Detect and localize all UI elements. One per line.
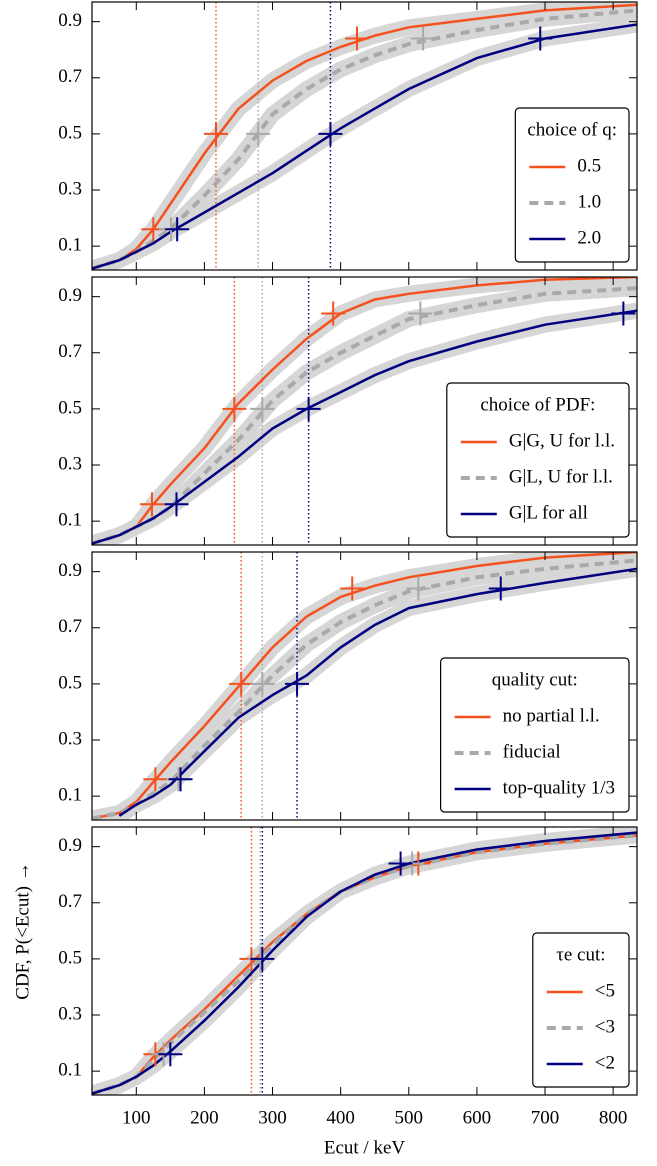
y-tick-label: 0.1 (58, 1060, 82, 1081)
legend-label: G|L, U for l.l. (509, 466, 613, 487)
x-tick-label: 700 (531, 1107, 560, 1128)
axes-frame (91, 1, 638, 271)
y-tick-label: 0.5 (58, 122, 82, 143)
legend-label: fiducial (503, 741, 561, 762)
y-tick-label: 0.7 (58, 891, 82, 912)
y-tick-label: 0.1 (58, 235, 82, 256)
legend-label: 0.5 (577, 155, 601, 176)
legend-label: G|L for all (509, 502, 588, 523)
legend: τe cut: <5 <3 <2 (532, 932, 630, 1088)
y-axis-label: CDF, P(<Ecut) → (12, 862, 33, 999)
legend: choice of q: 0.5 1.0 2.0 (514, 107, 630, 263)
cdf-line (92, 8, 637, 270)
legend-label: G|G, U for l.l. (509, 430, 615, 451)
legend-title: quality cut: (492, 669, 578, 690)
y-tick-label: 0.7 (58, 341, 82, 362)
cdf-line (92, 3, 637, 270)
cdf-line (92, 23, 637, 270)
cdf-line (92, 833, 637, 1095)
y-tick-label: 0.9 (58, 835, 82, 856)
axes-frame (91, 826, 638, 1096)
legend-box (446, 382, 630, 538)
y-tick-label: 0.3 (58, 1003, 82, 1024)
cdf-line (92, 309, 637, 545)
legend-label: <2 (595, 1052, 615, 1073)
cdf-line (92, 277, 637, 545)
axes-frame (91, 551, 638, 821)
y-tick-label: 0.7 (58, 616, 82, 637)
x-tick-label: 400 (326, 1107, 355, 1128)
y-tick-label: 0.5 (58, 672, 82, 693)
y-tick-label: 0.9 (58, 285, 82, 306)
x-axis-label: Ecut / keV (324, 1137, 406, 1158)
plot-area (92, 277, 637, 545)
plot-area (92, 2, 637, 270)
x-tick-label: 600 (463, 1107, 492, 1128)
legend-box (514, 107, 630, 263)
y-tick-label: 0.9 (58, 10, 82, 31)
x-tick-label: 800 (599, 1107, 628, 1128)
y-tick-label: 0.5 (58, 397, 82, 418)
y-tick-label: 0.3 (58, 728, 82, 749)
legend-label: top-quality 1/3 (503, 777, 615, 798)
y-tick-label: 0.3 (58, 453, 82, 474)
plot-area (92, 552, 637, 820)
y-tick-label: 0.1 (58, 510, 82, 531)
y-tick-label: 0.5 (58, 947, 82, 968)
y-tick-label: 0.1 (58, 785, 82, 806)
x-tick-label: 200 (190, 1107, 219, 1128)
x-tick-label: 300 (258, 1107, 287, 1128)
legend-label: 2.0 (577, 227, 601, 248)
legend-title: τe cut: (556, 944, 605, 965)
x-tick-label: 100 (122, 1107, 151, 1128)
axes-frame (91, 276, 638, 546)
x-tick-label: 500 (395, 1107, 424, 1128)
y-tick-label: 0.7 (58, 66, 82, 87)
legend: quality cut: no partial l.l. fiducial top-q… (439, 657, 630, 813)
plot-area (92, 827, 637, 1095)
cdf-line (92, 831, 637, 1095)
legend-title: choice of q: (527, 119, 617, 140)
legend-label: <5 (595, 980, 615, 1001)
legend-box (532, 932, 630, 1088)
y-tick-label: 0.9 (58, 560, 82, 581)
legend-title: choice of PDF: (480, 394, 595, 415)
y-tick-label: 0.3 (58, 178, 82, 199)
cdf-line (92, 552, 637, 820)
legend: choice of PDF: G|G, U for l.l. G|L, U for … (446, 382, 630, 538)
legend-label: 1.0 (577, 191, 601, 212)
legend-label: <3 (595, 1016, 615, 1037)
legend-box (439, 657, 630, 813)
cdf-line (118, 567, 637, 817)
legend-label: no partial l.l. (503, 705, 600, 726)
